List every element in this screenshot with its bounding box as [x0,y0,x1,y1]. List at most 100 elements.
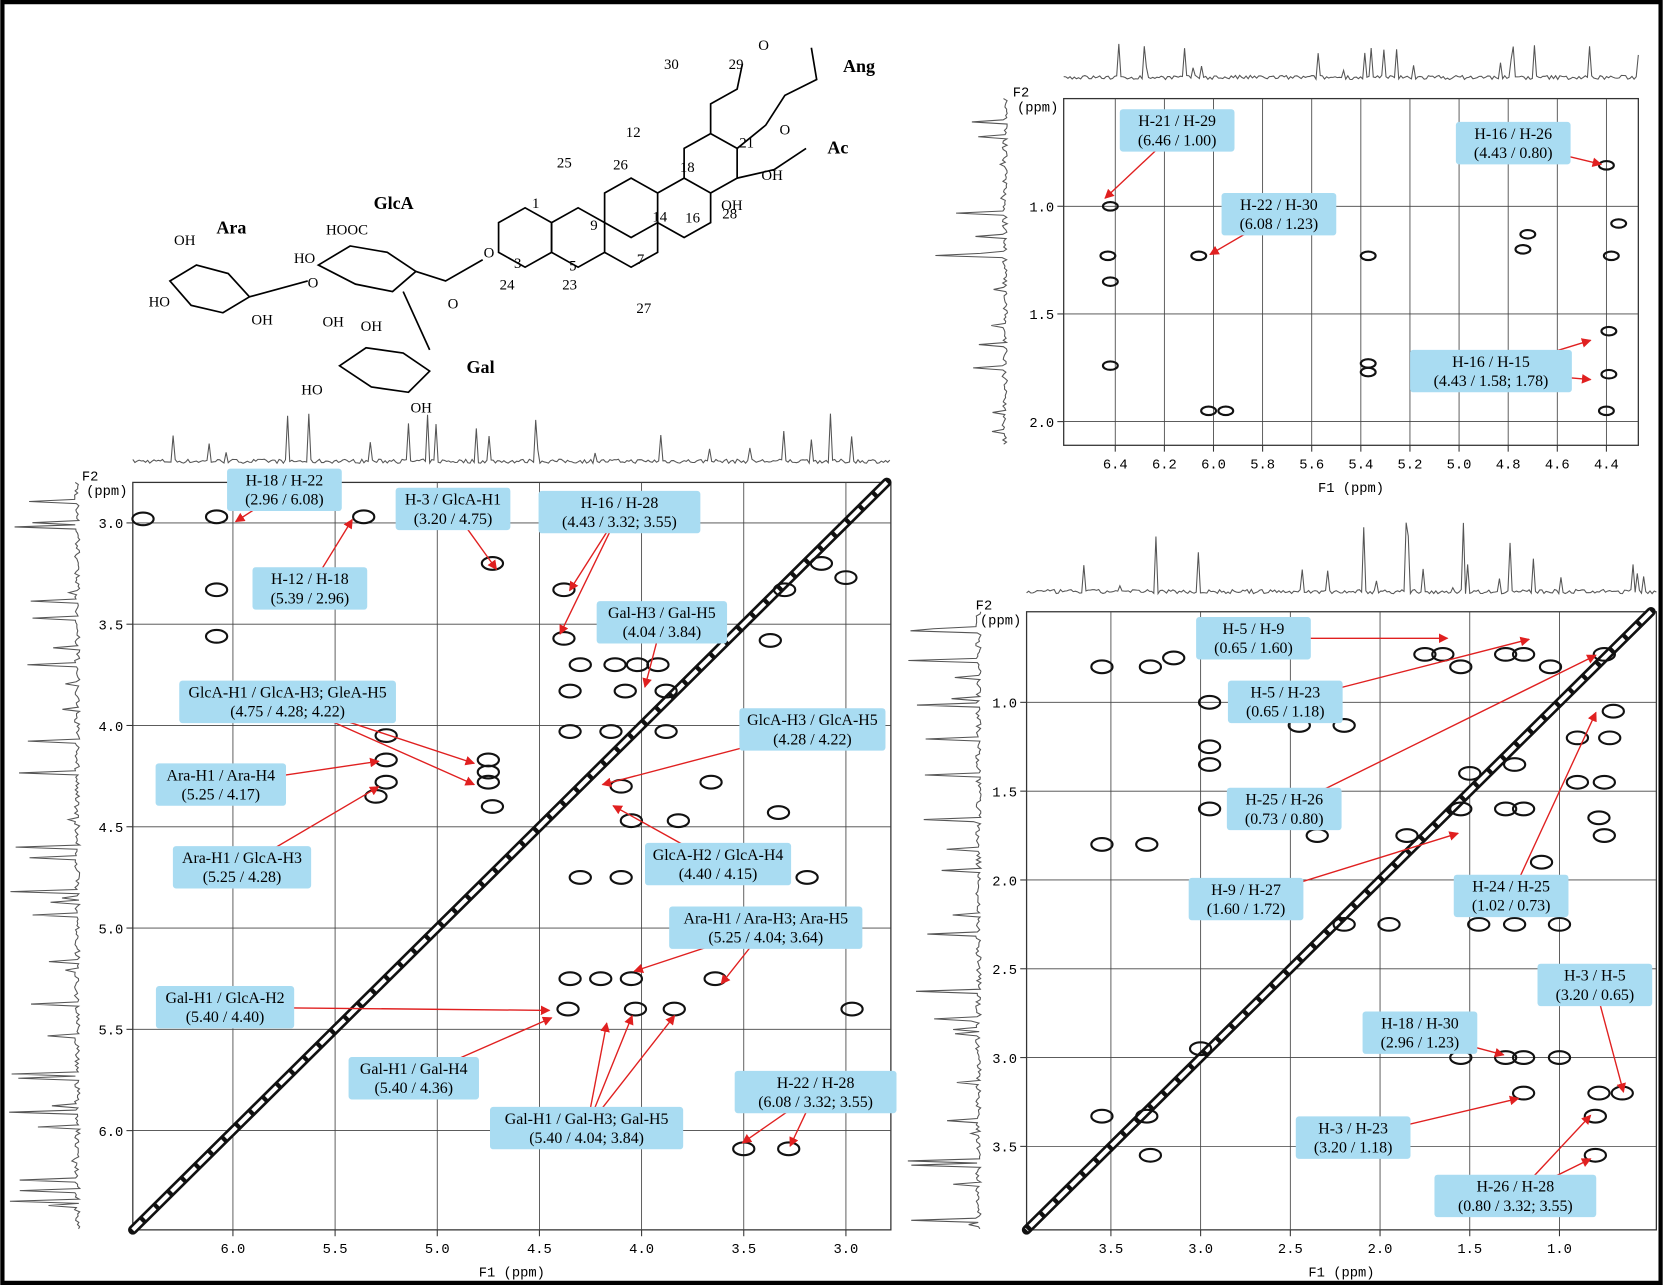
annotation-text: H-5 / H-23 [1250,685,1320,702]
cross-peak [795,869,819,885]
cross-peak [613,683,637,699]
cross-peak [1547,1050,1572,1065]
cross-peak [1538,659,1563,675]
annotation-box [172,846,312,889]
annotation-box [155,986,295,1029]
cross-peak [1190,250,1208,262]
structure-label: 18 [680,160,695,176]
annotation-box [1119,109,1235,152]
structure-label: 12 [626,125,641,141]
annotation-text: (6.08 / 1.23) [1240,216,1319,233]
cross-peak [1583,1147,1608,1163]
cross-peak [1502,916,1527,932]
cross-peak [1600,368,1618,380]
annotation-box [1537,963,1653,1007]
structure-label: 9 [590,218,597,234]
cross-peak [1332,718,1356,733]
structure-label: O [779,123,790,139]
cross-peak [1162,650,1186,666]
nmr-panel: 6.4 6.2 6.0 5.8 5.6 5.4 5.2 5.0 4.8 4.6 4.4 1.0 1.5 2… [1013,86,1639,497]
structure-label: 14 [652,210,667,226]
cross-peak [1377,916,1401,932]
cross-peak [1188,1041,1213,1057]
cross-peak [1514,244,1532,255]
cross-peak [1090,1108,1114,1124]
annotation-box [1455,121,1571,165]
x-axis-label: F1 (ppm) [1308,1266,1374,1282]
cross-peak [1099,250,1117,262]
y-tick-label: 2.0 [1029,417,1054,432]
y-axis-label: F2 [82,470,99,485]
cross-peak [1197,739,1222,755]
x-tick-label: 3.5 [731,1243,756,1258]
cross-peak [1449,659,1473,675]
annotation-text: GlcA-H3 / GlcA-H5 [747,712,878,729]
annotation-box [596,601,728,644]
annotation-arrow [1510,711,1597,897]
y-tick-label: 2.5 [992,964,1017,979]
cross-peak [1101,360,1119,371]
cross-peak [476,774,501,790]
x-tick-label: 6.4 [1103,459,1128,474]
annotation-box [1226,787,1342,831]
cross-peak [589,971,613,987]
cross-peak [1090,659,1114,675]
structure-label: OH [410,400,432,416]
y-tick-label: 3.5 [992,1142,1017,1157]
structure-label: O [448,297,459,313]
cross-peak [1600,325,1618,337]
projection-left [935,98,1009,445]
y-axis-label: F2 [976,600,993,615]
cross-peak [1493,801,1518,817]
x-tick-label: 4.6 [1545,459,1570,474]
y-tick-label: 3.0 [992,1053,1017,1068]
annotation-box [1410,349,1572,393]
cross-peak [777,1141,801,1157]
structure-label: OH [361,319,383,335]
annotation-text: (3.20 / 4.75) [414,511,493,528]
cross-peak [131,511,155,527]
annotation-text: (5.25 / 4.04; 3.64) [708,930,823,947]
cross-peak [1359,366,1377,378]
structure-label: 25 [557,156,572,172]
x-tick-label: 1.5 [1457,1243,1482,1258]
annotation-text: (3.20 / 0.65) [1556,987,1635,1004]
x-tick-label: 1.0 [1547,1243,1572,1258]
cross-peak [1602,250,1620,262]
cross-peak [1565,774,1590,790]
cross-peak [603,657,627,673]
cross-peak [1601,703,1625,719]
annotation-box [1188,877,1304,921]
annotation-box [395,487,511,531]
cross-peak [1449,801,1473,817]
structure-label: 1 [532,196,539,212]
cross-peak [758,632,782,648]
annotation-text: Ara-H1 / GlcA-H3 [182,850,302,867]
x-tick-label: 3.0 [1188,1243,1213,1258]
structure-label: 3 [514,256,521,272]
cross-peak [1413,646,1437,662]
structure-label: 23 [562,277,577,293]
y-tick-label: 3.5 [98,620,123,635]
cross-peak [666,813,691,829]
cross-peak [1511,646,1536,662]
y-axis-label: F2 [1013,86,1030,101]
annotation-text: (4.40 / 4.15) [679,866,758,883]
projection-left [907,611,983,1230]
y-tick-label: 1.5 [1029,309,1054,324]
cross-peak [809,556,834,571]
structure-label: 24 [500,277,515,293]
annotation-box [227,468,342,512]
projection-left [9,481,82,1230]
cross-peak [1502,757,1527,772]
annotation-text: H-3 / H-5 [1564,968,1626,985]
structure-label: HO [301,382,323,398]
x-tick-label: 6.0 [1201,459,1226,474]
annotation-text: Gal-H1 / GlcA-H2 [165,990,284,1007]
cross-peak [1217,405,1235,417]
annotation-box [1362,1011,1478,1054]
cross-peak [1610,218,1628,229]
annotation-text: (4.75 / 4.28; 4.22) [230,704,345,721]
y-axis-label: (ppm) [1017,100,1058,116]
